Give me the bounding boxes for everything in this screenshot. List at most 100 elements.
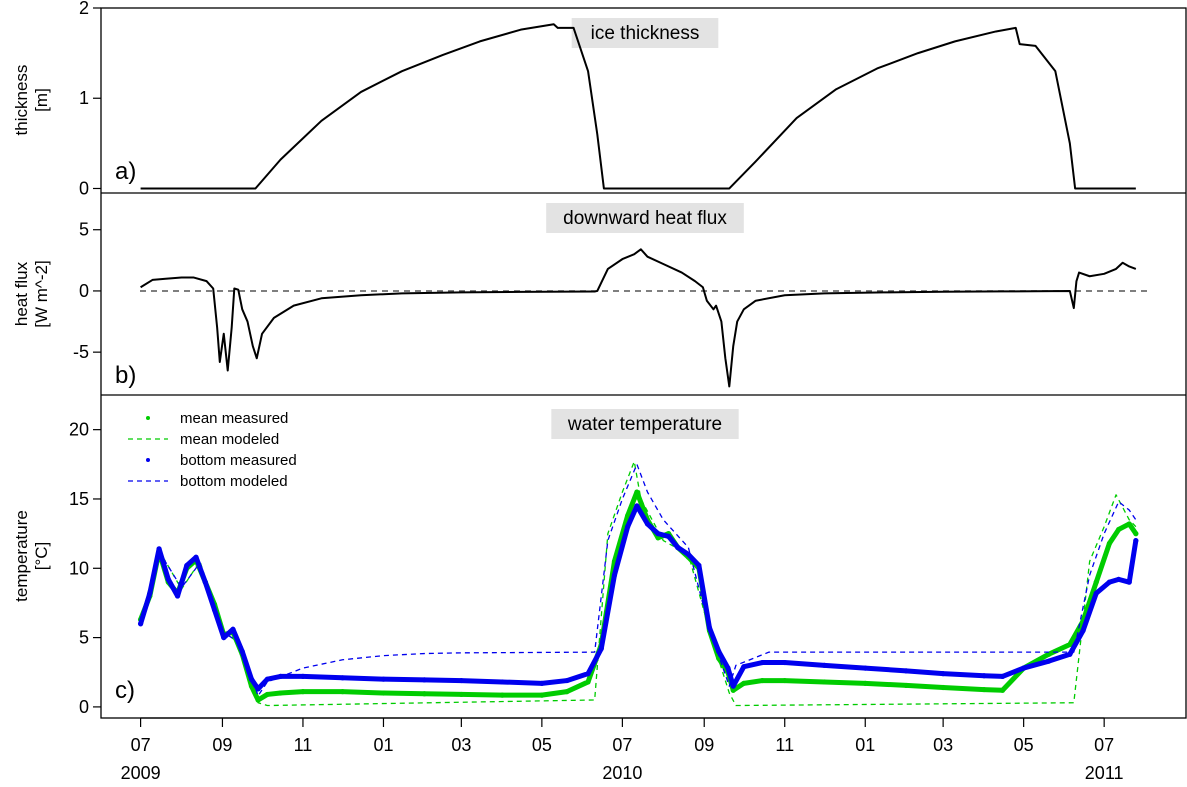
data-point	[211, 607, 218, 613]
y-tick-label: 20	[69, 420, 89, 440]
data-point	[248, 676, 255, 682]
legend-entry: bottom modeled	[180, 473, 288, 490]
panel-title: water temperature	[567, 414, 722, 435]
x-tick-label: 01	[855, 735, 875, 755]
data-point	[137, 621, 144, 627]
data-point	[1106, 540, 1113, 546]
data-point	[339, 675, 346, 681]
y-axis-label: temperature	[12, 510, 31, 602]
x-tick-label: 03	[933, 735, 953, 755]
data-point	[380, 690, 387, 696]
panel-letter: b)	[115, 362, 136, 389]
data-point	[741, 680, 747, 686]
data-point	[1067, 651, 1073, 657]
data-point	[1133, 531, 1139, 537]
legend-entry: mean modeled	[180, 431, 279, 448]
data-point	[1021, 665, 1027, 671]
data-point	[1133, 537, 1139, 544]
x-tick-label: 01	[373, 735, 393, 755]
data-point	[1116, 576, 1122, 582]
series-bottom-measured	[138, 503, 1139, 692]
data-point	[221, 634, 227, 641]
x-tick-label: 09	[694, 735, 714, 755]
data-point	[239, 648, 245, 655]
data-point	[585, 671, 591, 677]
panel-3: 0 5 10 15 20 temperature [°C] water temperature…	[12, 409, 1139, 717]
panel-letter: c)	[115, 677, 135, 704]
data-point	[675, 544, 681, 551]
data-point	[1116, 526, 1122, 533]
panel-title-box	[551, 409, 739, 439]
data-point	[255, 697, 261, 703]
data-point	[300, 673, 306, 680]
data-point	[625, 524, 631, 530]
data-point	[940, 671, 946, 677]
panel-2: -5 0 5 heat flux [W m^-2] downward heat flux b…	[12, 203, 1150, 389]
data-point	[685, 551, 691, 558]
series-bottom-modeled	[139, 463, 1137, 697]
legend-marker	[146, 458, 150, 462]
data-point	[1046, 658, 1052, 664]
data-point	[156, 546, 162, 552]
data-point	[380, 676, 387, 682]
data-point	[759, 659, 765, 666]
data-point	[821, 662, 827, 668]
data-point	[1126, 521, 1132, 527]
data-point	[696, 562, 702, 569]
data-point	[782, 659, 788, 666]
y-tick-label: 2	[79, 0, 89, 18]
data-point	[741, 664, 747, 670]
data-point	[421, 691, 427, 697]
x-tick-label: 05	[1014, 735, 1034, 755]
data-point	[230, 626, 236, 632]
x-tick-label: 07	[1094, 735, 1114, 755]
y-tick-label: -5	[73, 342, 89, 362]
data-point	[665, 533, 672, 539]
panel-1: 0 1 2 thickness [m] ice thickness a)	[12, 0, 1136, 198]
data-point	[821, 679, 827, 685]
y-axis-label: [°C]	[32, 542, 51, 571]
y-tick-label: 5	[79, 628, 89, 648]
data-point	[655, 531, 661, 537]
data-point	[940, 684, 946, 691]
plot-frame	[100, 7, 1187, 719]
x-year-label: 2010	[602, 763, 642, 783]
data-point	[499, 692, 505, 698]
data-point	[862, 680, 868, 686]
y-tick-label: 0	[79, 178, 89, 198]
x-tick-label: 09	[212, 735, 232, 755]
data-point	[300, 689, 306, 695]
x-year-label: 2011	[1085, 763, 1124, 783]
x-tick-label: 07	[131, 735, 151, 755]
panel-letter: a)	[115, 158, 136, 185]
data-point	[1080, 628, 1086, 634]
data-point	[1093, 590, 1099, 596]
data-point	[539, 692, 545, 698]
data-point	[264, 676, 270, 682]
data-point	[598, 646, 604, 652]
y-tick-label: 0	[79, 697, 89, 717]
y-tick-label: 0	[79, 281, 89, 301]
panel-title: downward heat flux	[563, 208, 727, 229]
x-tick-label: 11	[775, 735, 794, 755]
x-year-label: 2009	[121, 763, 161, 783]
data-point	[184, 562, 190, 569]
data-point	[903, 668, 909, 674]
series-mean-measured	[138, 489, 1139, 703]
y-tick-label: 15	[69, 489, 89, 509]
data-point	[1067, 641, 1073, 648]
data-point	[1126, 579, 1132, 585]
data-point	[193, 554, 199, 560]
data-point	[999, 687, 1006, 693]
data-point	[539, 680, 545, 686]
data-point	[458, 691, 464, 698]
data-point	[625, 513, 631, 519]
data-point	[458, 677, 464, 684]
x-tick-label: 03	[451, 735, 471, 755]
data-point	[564, 677, 570, 684]
panel-title-box	[571, 18, 719, 48]
data-point	[730, 683, 736, 689]
legend-entry: bottom measured	[180, 452, 297, 469]
data-point	[421, 677, 427, 683]
